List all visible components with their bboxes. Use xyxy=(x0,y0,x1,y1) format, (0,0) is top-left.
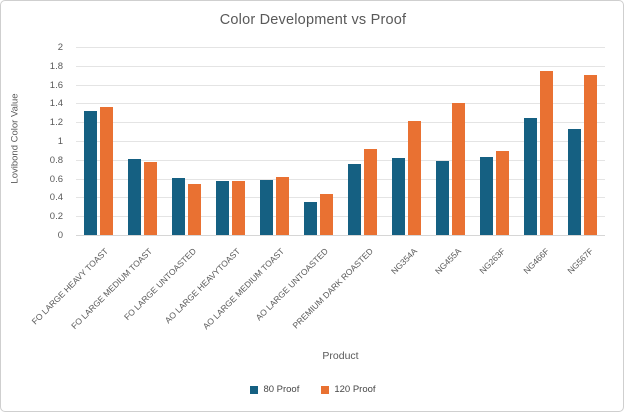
bar-120-proof xyxy=(319,193,333,235)
legend-item-120-proof: 120 Proof xyxy=(321,384,376,395)
bar-80-proof xyxy=(171,177,185,235)
y-axis-tick-labels: 0 0.2 0.4 0.6 0.8 1 1.2 1.4 1.6 1.8 2 xyxy=(1,1,63,411)
bar-80-proof xyxy=(83,110,97,235)
bar-80-proof xyxy=(392,157,406,235)
legend-item-80-proof: 80 Proof xyxy=(250,384,299,395)
legend-label: 80 Proof xyxy=(263,384,300,395)
bar-120-proof xyxy=(364,148,378,235)
gridline xyxy=(76,159,605,161)
bar-120-proof xyxy=(275,176,289,235)
legend: 80 Proof 120 Proof xyxy=(1,384,623,395)
y-tick-label: 1.4 xyxy=(49,98,63,110)
bar-120-proof xyxy=(540,70,554,235)
gridline xyxy=(76,178,605,180)
y-tick-label: 1.2 xyxy=(49,117,63,129)
x-tick-label: PREMIUM DARK ROASTED xyxy=(290,246,375,331)
y-tick-label: 0.2 xyxy=(49,211,63,223)
bar-120-proof xyxy=(452,103,466,235)
bar-80-proof xyxy=(259,179,273,235)
gridline xyxy=(76,197,605,199)
x-tick-label: AO LARGE UNTOASTED xyxy=(254,246,331,323)
gridline xyxy=(76,141,605,142)
x-tick-label: NG567F xyxy=(565,246,596,276)
legend-swatch-icon xyxy=(321,385,330,394)
chart-title: Color Development vs Proof xyxy=(219,12,407,28)
bar-120-proof xyxy=(496,151,510,235)
bar-80-proof xyxy=(303,202,317,235)
x-axis-tick-labels: FO LARGE HEAVY TOAST FO LARGE MEDIUM TOAS… xyxy=(30,242,605,347)
bar-120-proof xyxy=(99,107,113,235)
bar-120-proof xyxy=(143,161,157,235)
bar-80-proof xyxy=(127,158,141,235)
x-tick-label: AO LARGE HEAVYTOAST xyxy=(163,246,243,326)
gridline xyxy=(76,103,605,105)
gridline xyxy=(76,84,605,86)
y-tick-label: 1 xyxy=(57,136,63,147)
legend-swatch-icon xyxy=(250,385,259,394)
y-tick-label: 1.8 xyxy=(49,60,63,72)
y-tick-label: 0.6 xyxy=(49,173,63,185)
x-tick-label: NG354A xyxy=(388,246,419,277)
gridline xyxy=(76,122,605,124)
gridline xyxy=(76,47,605,48)
x-tick-label: NG455A xyxy=(432,246,463,277)
bar-80-proof xyxy=(436,160,450,235)
x-tick-label: FO LARGE MEDIUM TOAST xyxy=(69,246,155,331)
x-axis-title: Product xyxy=(322,350,359,362)
bar-120-proof xyxy=(231,181,245,235)
y-tick-label: 1.6 xyxy=(49,79,63,91)
x-tick-label: NG466F xyxy=(521,246,551,276)
gridline xyxy=(76,216,605,218)
y-tick-label: 0.8 xyxy=(49,154,63,166)
bar-80-proof xyxy=(524,117,538,235)
y-tick-label: 2 xyxy=(57,42,63,53)
y-tick-label: 0 xyxy=(57,230,63,241)
legend-label: 120 Proof xyxy=(334,384,376,395)
plot-area xyxy=(76,47,605,236)
bar-80-proof xyxy=(568,128,582,235)
gridline xyxy=(76,65,605,67)
y-tick-label: 0.4 xyxy=(49,192,63,204)
x-tick-label: FO LARGE UNTOASTED xyxy=(122,246,199,323)
x-tick-label: AO LARGE MEDIUM TOAST xyxy=(201,246,287,332)
bar-80-proof xyxy=(215,181,229,235)
bar-80-proof xyxy=(480,156,494,235)
bar-80-proof xyxy=(348,163,362,235)
bar-120-proof xyxy=(187,184,201,235)
x-tick-label: NG263F xyxy=(477,246,507,276)
bar-120-proof xyxy=(408,121,422,235)
x-axis-line xyxy=(76,235,605,236)
bar-120-proof xyxy=(584,75,598,235)
